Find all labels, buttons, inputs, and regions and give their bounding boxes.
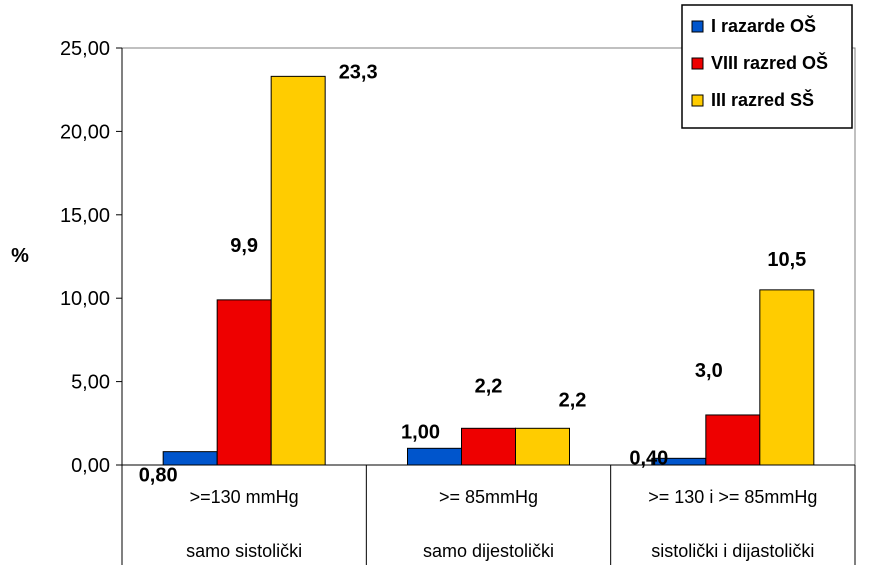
bar: [461, 427, 516, 466]
x-category-label: >=130 mmHg: [190, 487, 299, 507]
y-tick-label: 20,00: [60, 121, 110, 143]
data-label: 0,40: [629, 447, 668, 469]
legend-label: VIII razred OŠ: [711, 52, 828, 73]
bar: [270, 75, 326, 466]
y-tick-label: 25,00: [60, 38, 110, 60]
bar: [407, 447, 462, 466]
data-label: 9,9: [230, 235, 258, 257]
axes: 0,00 5,00 10,00 15,00 20,00 25,00 >=130 mmHg sa…: [60, 38, 856, 565]
x-category-sublabel: sistolički i dijastolički: [651, 541, 814, 561]
legend: I razarde OŠ VIII razred OŠ III razred SŠ: [681, 4, 853, 129]
x-category-label: >= 85mmHg: [439, 487, 538, 507]
legend-box: [681, 4, 853, 129]
y-tick-label: 5,00: [71, 372, 110, 394]
bar: [162, 451, 218, 466]
bar: [759, 289, 815, 466]
x-category-label: >= 130 i >= 85mmHg: [648, 487, 817, 507]
bars: [162, 75, 815, 466]
x-category-sublabel: samo sistolički: [186, 541, 302, 561]
y-tick-label: 10,00: [60, 288, 110, 310]
legend-label: I razarde OŠ: [711, 15, 816, 36]
bar: [216, 299, 272, 466]
data-label: 2,2: [475, 375, 503, 397]
data-label: 10,5: [767, 249, 806, 271]
y-tick-label: 15,00: [60, 205, 110, 227]
data-label: 3,0: [695, 360, 723, 382]
y-axis-label: %: [11, 245, 29, 267]
x-category-sublabel: samo dijestolički: [423, 541, 554, 561]
data-labels: 0,80 9,9 23,3 1,00 2,2 2,2 0,40 3,0 10,5: [139, 61, 807, 486]
legend-swatch: [691, 20, 704, 33]
legend-label: III razred SŠ: [711, 89, 814, 110]
bar: [515, 427, 570, 466]
bar: [705, 414, 761, 466]
data-label: 23,3: [339, 61, 378, 83]
data-label: 1,00: [401, 421, 440, 443]
legend-swatch: [691, 94, 704, 107]
y-tick-label: 0,00: [71, 455, 110, 477]
legend-swatch: [691, 57, 704, 70]
data-label: 0,80: [139, 465, 178, 487]
data-label: 2,2: [559, 389, 587, 411]
